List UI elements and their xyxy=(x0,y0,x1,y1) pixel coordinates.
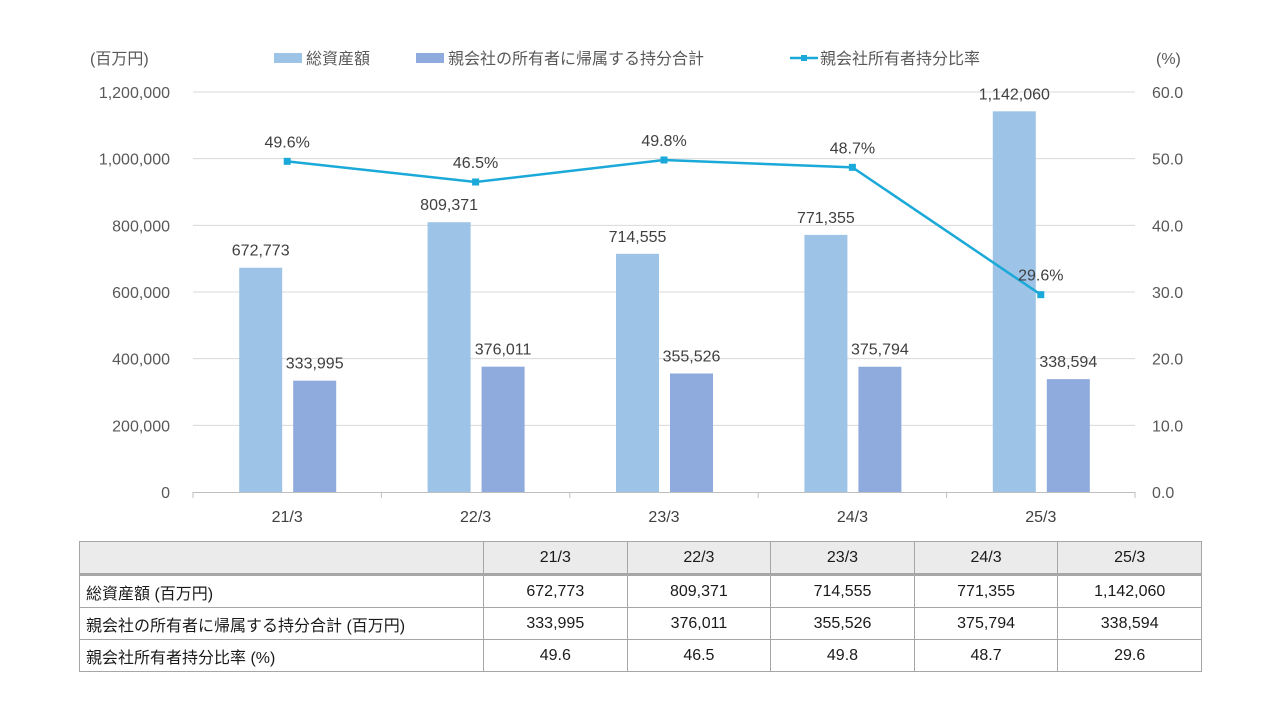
right-axis-tick-label: 60.0 xyxy=(1152,85,1183,102)
data-table: 21/3 22/3 23/3 24/3 25/3 総資産額 (百万円) 672,… xyxy=(79,541,1202,672)
ratio-line-path xyxy=(287,158,1042,296)
table-cell: 29.6 xyxy=(1057,639,1202,672)
right-axis-unit-label: (%) xyxy=(1156,51,1181,68)
bar-total-assets xyxy=(427,222,471,493)
table-cell: 809,371 xyxy=(626,574,772,608)
category-labels: 21/3 22/3 23/3 24/3 25/3 xyxy=(272,509,1057,526)
table-header-row: 21/3 22/3 23/3 24/3 25/3 xyxy=(79,541,1202,576)
ratio-line xyxy=(283,156,1045,299)
x-axis xyxy=(192,492,1136,498)
ratio-marker xyxy=(472,178,480,186)
legend-label-equity-ratio: 親会社所有者持分比率 xyxy=(820,50,980,68)
table-cell: 49.6 xyxy=(483,639,628,672)
data-label-total-assets: 809,371 xyxy=(420,197,478,214)
category-label: 25/3 xyxy=(1025,509,1056,526)
row-label: 親会社の所有者に帰属する持分合計 (百万円) xyxy=(79,607,484,640)
table-header-cell: 21/3 xyxy=(483,541,628,576)
table-cell: 49.8 xyxy=(770,639,915,672)
table-header-cell: 23/3 xyxy=(770,541,915,576)
left-axis-ticks: 0 200,000 400,000 600,000 800,000 1,000,000 1,… xyxy=(99,85,170,502)
row-label: 親会社所有者持分比率 (%) xyxy=(79,639,484,672)
bar-total-assets xyxy=(992,111,1036,493)
table-header-cell: 22/3 xyxy=(626,541,772,576)
category-label: 24/3 xyxy=(837,509,868,526)
data-labels: 672,773 333,995 809,371 376,011 714,555 355,5… xyxy=(232,86,1098,372)
right-axis-tick-label: 20.0 xyxy=(1152,352,1183,369)
table-cell: 46.5 xyxy=(626,639,772,672)
ratio-marker xyxy=(660,156,668,164)
table-cell: 338,594 xyxy=(1057,607,1202,640)
table-cell: 771,355 xyxy=(913,574,1059,608)
table-cell: 672,773 xyxy=(483,574,628,608)
data-label-total-assets: 672,773 xyxy=(232,243,290,260)
table-header-cell: 25/3 xyxy=(1057,541,1202,576)
table-row: 親会社所有者持分比率 (%) 49.6 46.5 49.8 48.7 29.6 xyxy=(79,639,1202,672)
table-cell: 714,555 xyxy=(770,574,915,608)
table-cell: 375,794 xyxy=(913,607,1059,640)
legend-swatch-parent-equity xyxy=(416,53,444,63)
right-axis-tick-label: 30.0 xyxy=(1152,285,1183,302)
table-cell: 1,142,060 xyxy=(1057,574,1202,608)
bar-parent-equity xyxy=(670,373,713,492)
combo-chart: 0 200,000 400,000 600,000 800,000 1,000,000 1,… xyxy=(90,50,1183,526)
data-label-equity-ratio: 49.8% xyxy=(641,133,686,150)
right-axis-tick-label: 40.0 xyxy=(1152,218,1183,235)
data-label-equity-ratio: 49.6% xyxy=(265,134,310,151)
legend-marker-equity-ratio xyxy=(801,55,807,61)
bar-parent-equity xyxy=(481,366,525,492)
ratio-marker xyxy=(283,157,291,165)
bar-total-assets xyxy=(804,234,848,493)
data-label-parent-equity: 376,011 xyxy=(475,342,532,359)
right-axis-tick-label: 10.0 xyxy=(1152,418,1183,435)
category-label: 22/3 xyxy=(460,509,491,526)
data-label-total-assets: 771,355 xyxy=(797,210,855,227)
table-row: 総資産額 (百万円) 672,773 809,371 714,555 771,3… xyxy=(79,574,1202,608)
left-axis-tick-label: 1,200,000 xyxy=(99,85,170,102)
table-cell: 376,011 xyxy=(626,607,772,640)
data-label-parent-equity: 333,995 xyxy=(286,356,344,373)
bar-total-assets xyxy=(239,267,283,492)
ratio-marker xyxy=(1037,291,1045,299)
data-label-equity-ratio: 48.7% xyxy=(830,140,875,157)
data-label-parent-equity: 375,794 xyxy=(851,342,909,359)
legend-label-total-assets: 総資産額 xyxy=(306,50,370,68)
left-axis-tick-label: 400,000 xyxy=(112,352,170,369)
right-axis-ticks: 0.0 10.0 20.0 30.0 40.0 50.0 60.0 xyxy=(1152,85,1183,502)
left-axis-tick-label: 600,000 xyxy=(112,285,170,302)
table-header-cell xyxy=(79,541,484,576)
data-label-equity-ratio: 29.6% xyxy=(1018,268,1063,285)
bars xyxy=(239,111,1090,493)
category-label: 21/3 xyxy=(272,509,303,526)
bar-parent-equity xyxy=(1046,379,1090,492)
row-label: 総資産額 (百万円) xyxy=(79,574,484,608)
left-axis-tick-label: 200,000 xyxy=(112,418,170,435)
left-axis-unit-label: (百万円) xyxy=(90,51,149,68)
legend-swatch-total-assets xyxy=(274,53,302,63)
data-label-parent-equity: 355,526 xyxy=(663,348,721,365)
data-label-parent-equity: 338,594 xyxy=(1039,354,1097,371)
data-label-total-assets: 714,555 xyxy=(609,229,667,246)
bar-total-assets xyxy=(616,253,659,492)
right-axis-tick-label: 0.0 xyxy=(1152,485,1174,502)
legend: 総資産額 親会社の所有者に帰属する持分合計 親会社所有者持分比率 xyxy=(274,50,980,68)
left-axis-tick-label: 1,000,000 xyxy=(99,152,170,169)
right-axis-tick-label: 50.0 xyxy=(1152,152,1183,169)
ratio-marker xyxy=(848,163,856,171)
data-label-total-assets: 1,142,060 xyxy=(979,86,1050,103)
data-label-equity-ratio: 46.5% xyxy=(453,155,498,172)
table-cell: 355,526 xyxy=(770,607,915,640)
legend-label-parent-equity: 親会社の所有者に帰属する持分合計 xyxy=(448,50,704,68)
bar-parent-equity xyxy=(858,366,902,492)
table-row: 親会社の所有者に帰属する持分合計 (百万円) 333,995 376,011 3… xyxy=(79,607,1202,640)
table-cell: 48.7 xyxy=(913,639,1059,672)
left-axis-tick-label: 800,000 xyxy=(112,218,170,235)
category-label: 23/3 xyxy=(648,509,679,526)
table-header-cell: 24/3 xyxy=(913,541,1059,576)
table-cell: 333,995 xyxy=(483,607,628,640)
left-axis-tick-label: 0 xyxy=(161,485,170,502)
bar-parent-equity xyxy=(293,380,337,492)
